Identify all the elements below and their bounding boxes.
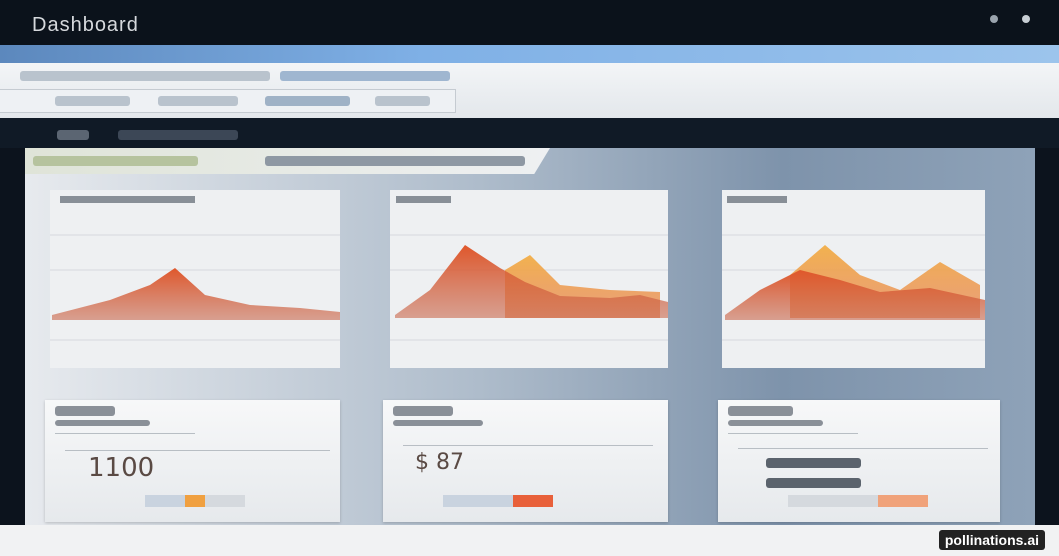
stat-sub (55, 420, 150, 426)
stat-sub (728, 420, 823, 426)
divider (738, 448, 988, 449)
status-bar (0, 525, 1059, 556)
card-title (727, 196, 787, 203)
chart-card (50, 190, 340, 368)
menu-item[interactable] (280, 71, 450, 81)
chart-card (390, 190, 668, 368)
divider (403, 445, 653, 446)
top-bar (0, 0, 1059, 45)
divider (65, 450, 330, 451)
card-title (60, 196, 195, 203)
mini-bars (443, 494, 553, 512)
stat-sub (393, 420, 483, 426)
crumb[interactable] (118, 130, 238, 140)
stat-label (393, 406, 453, 416)
stat-card (718, 400, 1000, 522)
stat-value: $ 87 (415, 450, 464, 475)
stat-label (55, 406, 115, 416)
stat-card: $ 87 (383, 400, 668, 522)
chart-card (722, 190, 985, 368)
area (725, 270, 985, 320)
stat-row (766, 458, 861, 468)
area (52, 268, 340, 320)
stat-row (766, 478, 861, 488)
mini-bars (145, 494, 245, 512)
filter[interactable] (375, 96, 430, 106)
filter[interactable] (158, 96, 238, 106)
area (395, 245, 668, 318)
divider (728, 433, 858, 434)
watermark: pollinations.ai (938, 530, 1045, 550)
panel-header (25, 148, 550, 174)
panel-title (265, 156, 525, 166)
card-title (396, 196, 451, 203)
stat-card: 1100 (45, 400, 340, 522)
app-title: Dashboard (32, 14, 139, 36)
window-button[interactable] (990, 15, 998, 23)
panel-tab[interactable] (33, 156, 198, 166)
divider (55, 433, 195, 434)
card (50, 190, 340, 368)
mini-bars (788, 494, 928, 512)
filter[interactable] (55, 96, 130, 106)
window-button[interactable] (1022, 15, 1030, 23)
stat-label (728, 406, 793, 416)
breadcrumb-bar (0, 118, 1059, 148)
crumb[interactable] (57, 130, 89, 140)
menu-item[interactable] (20, 71, 270, 81)
stat-value: 1100 (88, 453, 155, 483)
tab-strip (0, 45, 1059, 63)
filter[interactable] (265, 96, 350, 106)
toolbar (0, 63, 1059, 118)
